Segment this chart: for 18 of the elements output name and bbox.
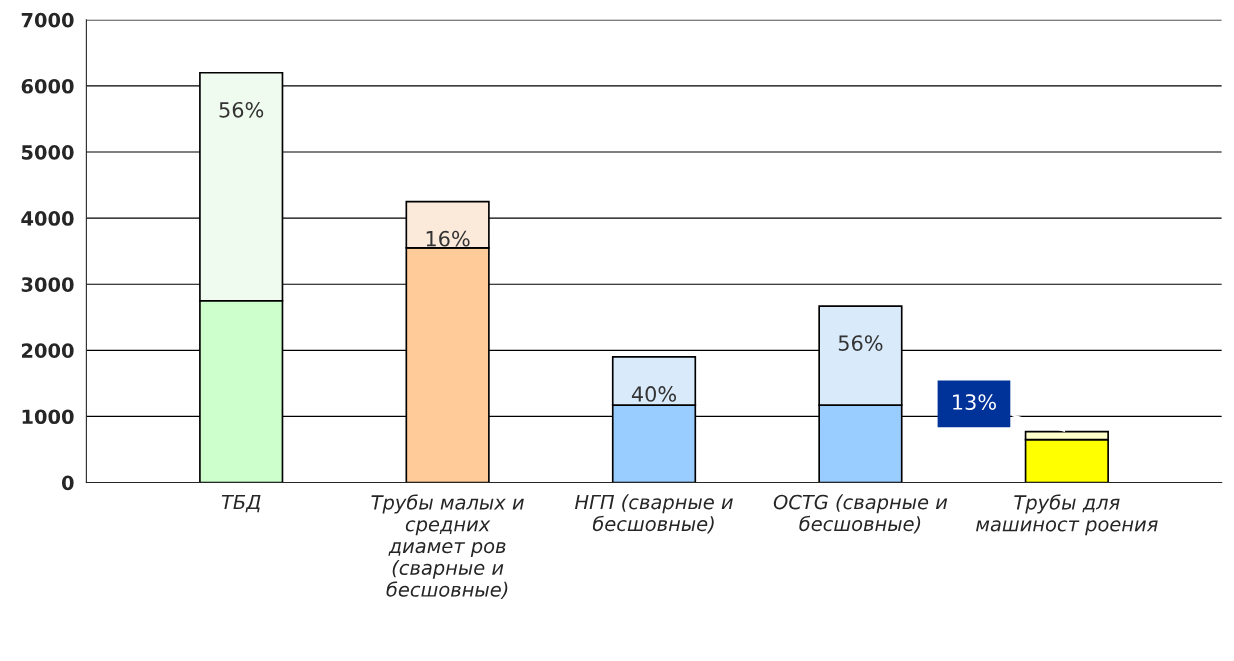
y-tick-label: 2000 <box>22 343 74 358</box>
x-tick-label: НГП (сварные и бесшовные) <box>574 494 733 534</box>
y-tick-label: 7000 <box>21 12 74 28</box>
annotation: 56% <box>219 101 264 118</box>
x-tick-label: ТБД <box>221 494 261 513</box>
annotation: 16% <box>426 230 470 247</box>
annotation: 13% <box>953 394 996 410</box>
y-tick-label: 1000 <box>22 409 74 425</box>
y-tick-label: 3000 <box>21 277 74 292</box>
y-tick-label: 4000 <box>21 211 74 226</box>
y-tick-label: 6000 <box>21 78 74 94</box>
x-tick-label: Трубы малых и средних диамет ров (сварные и бесшовные) <box>371 494 524 600</box>
y-tick-label: 5000 <box>21 144 74 160</box>
x-tick-label: Трубы для машиност роения <box>976 494 1158 536</box>
annotation: 56% <box>838 335 883 351</box>
annotation: 40% <box>631 386 677 402</box>
x-tick-label: OCTG (сварные и бесшовные) <box>773 494 948 534</box>
y-tick-label: 0 <box>61 475 74 491</box>
